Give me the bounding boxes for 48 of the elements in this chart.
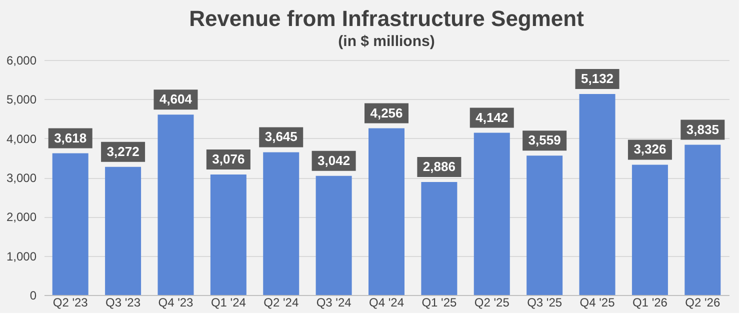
y-tick-label: 3,000 [6,171,37,185]
bar [158,114,194,295]
data-label: 3,042 [318,152,350,168]
data-label: 5,132 [580,70,614,86]
bar [105,166,142,295]
bar [526,156,563,295]
bar [210,174,246,295]
x-tick-label: Q4 '24 [369,296,404,310]
x-tick-label: Q3 '24 [316,296,352,310]
x-tick-label: Q2 '23 [52,296,88,310]
x-tick-label: Q1 '25 [422,296,458,310]
x-tick-label: Q1 '24 [210,296,246,310]
x-tick-label: Q4 '25 [580,296,616,310]
bar [684,144,721,295]
y-tick-label: 0 [30,288,37,302]
y-tick-label: 2,000 [6,210,37,224]
x-tick-label: Q3 '23 [106,296,141,310]
bar [579,94,616,295]
data-label: 3,326 [634,142,666,157]
x-tick-label: Q3 '25 [527,296,562,310]
data-label: 4,142 [476,110,508,125]
y-tick-label: 4,000 [6,132,37,146]
chart-title: Revenue from Infrastructure Segment [189,6,585,31]
bar [316,176,352,295]
bar [421,182,458,295]
y-tick-label: 1,000 [6,249,37,264]
bar [263,152,300,295]
bar [368,128,404,295]
y-tick-label: 5,000 [6,92,37,107]
data-label: 3,645 [264,129,298,144]
x-tick-label: Q2 '25 [474,296,510,310]
bar [474,132,510,295]
x-tick-label: Q4 '23 [158,296,194,310]
x-tick-label: Q1 '26 [632,296,668,310]
data-label: 3,835 [686,122,719,137]
data-label: 3,272 [106,144,140,159]
y-tick-label: 6,000 [6,54,37,68]
data-label: 3,076 [212,152,245,167]
data-label: 2,886 [422,158,456,174]
data-label: 3,559 [528,132,561,148]
x-tick-label: Q2 '24 [264,296,299,310]
x-tick-label: Q2 '26 [685,296,720,310]
data-label: 4,256 [370,105,403,120]
data-label: 3,618 [54,130,87,146]
chart-subtitle: (in $ millions) [338,33,435,50]
data-label: 4,604 [159,92,193,107]
bar [632,164,668,295]
bar [52,153,88,295]
